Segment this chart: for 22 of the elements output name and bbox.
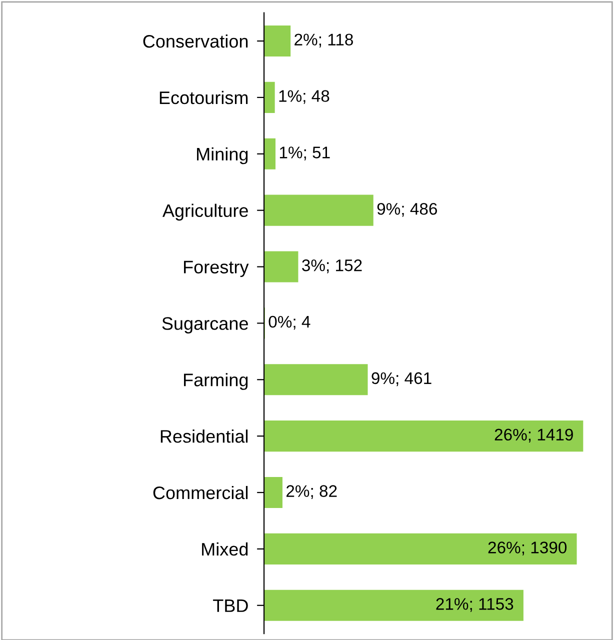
y-tick-label: Forestry <box>184 260 249 278</box>
data-label: 1%; 51 <box>280 146 330 160</box>
data-label: 2%; 82 <box>286 485 337 499</box>
data-label: 3%; 152 <box>302 259 362 274</box>
y-tick-label: Farming <box>184 373 248 390</box>
y-tick-label: Sugarcane <box>162 317 248 334</box>
y-tick-label: Conservation <box>143 34 248 48</box>
data-label: 26%; 1390 <box>488 542 567 556</box>
y-tick-label: Agriculture <box>162 204 248 221</box>
data-label: 21%; 1153 <box>436 598 514 612</box>
y-tick-label: Residential <box>160 430 248 443</box>
y-tick-label: Mining <box>197 147 248 164</box>
data-label: 9%; 486 <box>377 203 437 217</box>
y-tick-label: Ecotourism <box>160 90 248 104</box>
data-label: 26%; 1419 <box>494 428 573 443</box>
data-label: 0%; 4 <box>268 316 310 330</box>
y-tick-label: Mixed <box>202 542 248 556</box>
data-label: 1%; 48 <box>279 90 330 104</box>
data-label: 2%; 118 <box>294 34 353 48</box>
data-label: 9%; 461 <box>372 372 432 386</box>
y-tick-label: Commercial <box>153 486 248 500</box>
y-tick-label: TBD <box>213 600 248 612</box>
